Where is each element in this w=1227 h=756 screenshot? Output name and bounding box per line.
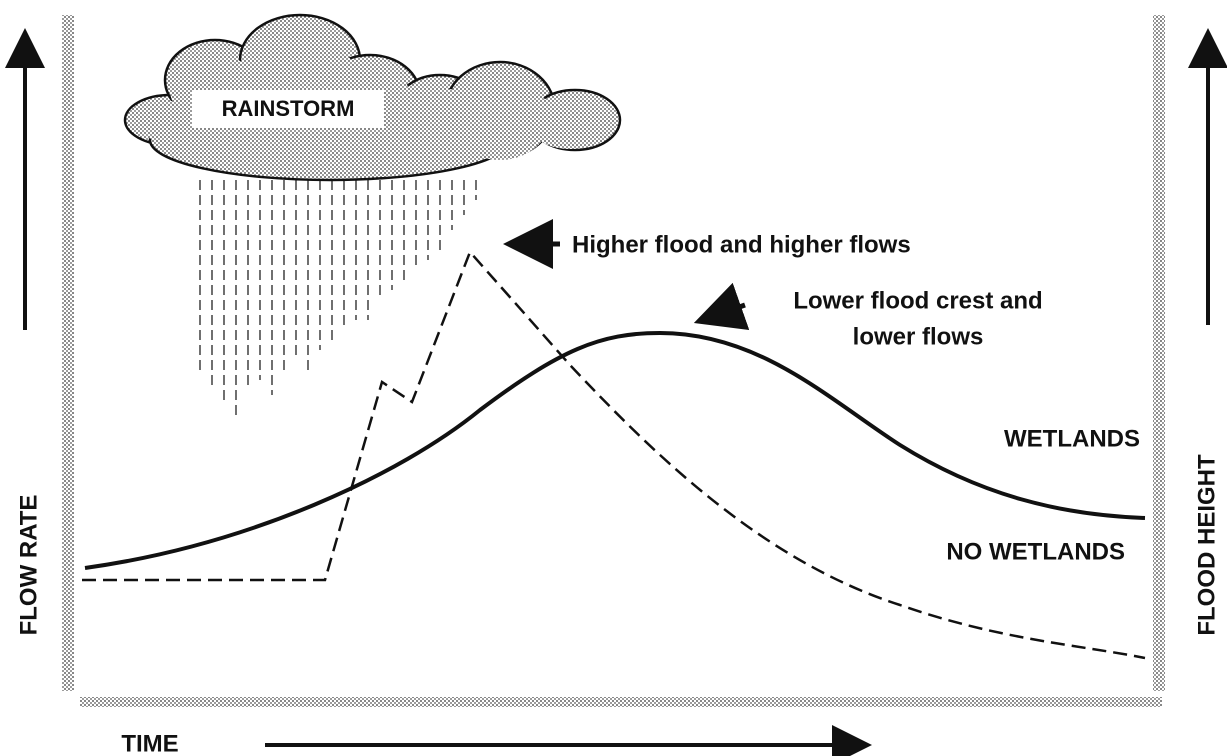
annotation: lower flows — [853, 323, 984, 350]
pointer — [708, 305, 745, 318]
axis-label: FLOW RATE — [15, 495, 42, 636]
annotation: Higher flood and higher flows — [572, 231, 911, 258]
annotation: Lower flood crest and — [793, 287, 1042, 314]
bottom-frame — [80, 697, 1162, 707]
cloud-label: RAINSTORM — [222, 96, 355, 121]
rain — [200, 180, 476, 420]
wetlands-curve — [85, 333, 1145, 568]
curve-label: WETLANDS — [1004, 425, 1140, 452]
diagram: RAINSTORM Higher flood and higher flows … — [0, 0, 1227, 756]
axis-label: FLOOD HEIGHT — [1193, 454, 1220, 636]
left-frame — [62, 15, 74, 691]
axis-label: TIME — [121, 730, 178, 756]
curve-label: NO WETLANDS — [946, 538, 1125, 565]
right-frame — [1153, 15, 1165, 691]
